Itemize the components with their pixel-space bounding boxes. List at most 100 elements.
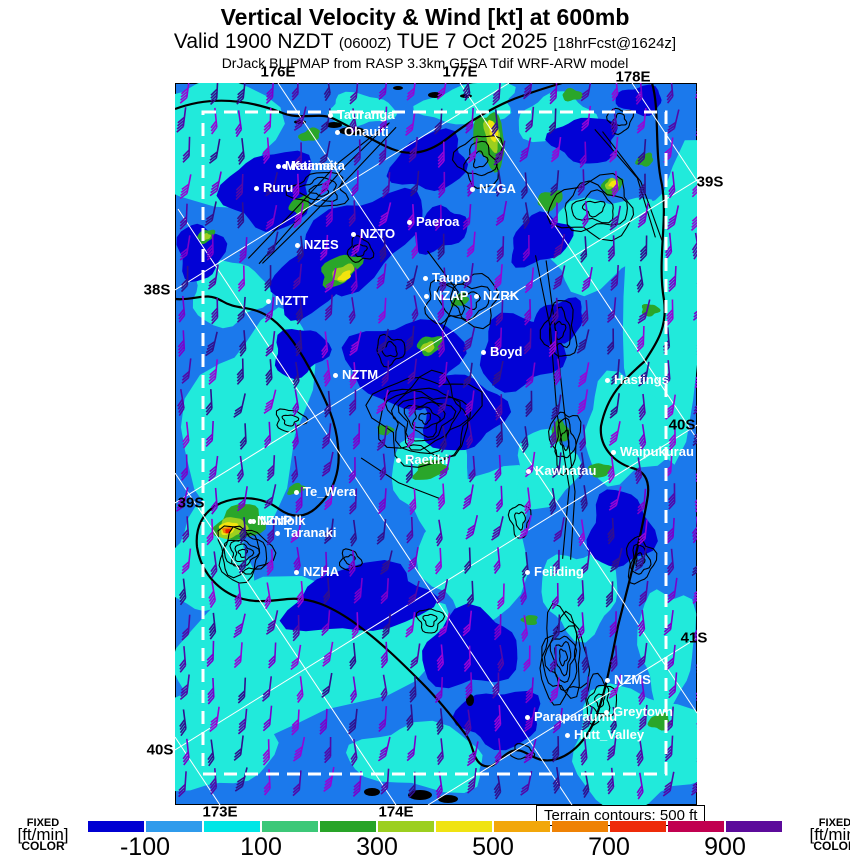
wind-barb xyxy=(522,83,534,100)
wind-barb xyxy=(351,612,359,639)
wind-barb xyxy=(439,425,447,453)
wind-barb xyxy=(607,517,615,545)
wind-barb xyxy=(637,139,647,165)
vv-field-blob xyxy=(520,615,538,625)
wind-barb xyxy=(637,202,649,229)
vv-field-blob xyxy=(584,370,671,487)
wind-barb xyxy=(634,546,648,572)
wind-barb xyxy=(208,359,219,385)
graticule-line xyxy=(277,83,697,714)
wind-barb xyxy=(207,739,215,767)
wind-barb xyxy=(665,394,677,420)
wind-barb xyxy=(205,389,213,416)
wind-barb xyxy=(178,771,187,798)
vv-field-blob xyxy=(588,463,613,478)
wind-barb xyxy=(695,455,697,483)
colorbar-segment xyxy=(668,821,724,832)
wind-barb xyxy=(176,107,187,133)
vv-field-blob xyxy=(225,529,232,534)
vv-field-blob xyxy=(615,84,662,117)
wind-barb xyxy=(580,83,593,102)
colorbar-tick: 100 xyxy=(240,833,282,860)
wind-barb xyxy=(179,646,187,673)
wind-barb xyxy=(265,83,275,104)
wind-barb xyxy=(610,108,618,136)
colorbar-segment xyxy=(204,821,260,832)
wind-barb xyxy=(208,138,221,164)
wind-barb xyxy=(182,421,190,449)
wind-barb xyxy=(692,420,697,447)
wind-barb xyxy=(320,331,329,359)
wind-barb xyxy=(381,360,390,387)
wind-barb xyxy=(325,200,333,228)
terrain-contour xyxy=(424,279,466,325)
wind-barb xyxy=(665,706,674,733)
wind-barb xyxy=(525,362,536,388)
wind-barb xyxy=(204,201,217,227)
wind-barb xyxy=(350,231,363,257)
wind-barb xyxy=(348,457,356,484)
terrain-contour xyxy=(543,625,578,692)
wind-barb xyxy=(348,550,356,577)
wind-barb xyxy=(238,547,247,574)
wind-barb xyxy=(467,768,477,794)
wind-barb xyxy=(581,646,589,674)
wind-barb xyxy=(296,580,304,608)
wind-barb xyxy=(380,674,388,702)
wind-barb xyxy=(351,170,359,197)
wind-barb xyxy=(497,644,505,672)
wind-barb xyxy=(263,107,272,134)
wind-barb xyxy=(266,231,279,257)
wind-barb xyxy=(576,329,590,354)
wind-barb xyxy=(295,486,303,514)
wind-barb xyxy=(609,547,623,573)
vv-field-blob xyxy=(175,693,279,792)
wind-barb xyxy=(211,297,219,325)
domain-boundary-layer xyxy=(201,110,668,776)
wind-barb xyxy=(492,83,502,106)
wind-barb xyxy=(377,297,387,324)
terrain-contour xyxy=(449,283,491,321)
units-color-label: COLOR xyxy=(21,839,65,853)
wind-barb xyxy=(234,583,242,611)
wind-barb xyxy=(493,547,501,574)
wind-barb xyxy=(466,231,476,258)
wind-barb xyxy=(239,423,247,450)
wind-barb xyxy=(263,421,272,449)
wind-barb xyxy=(668,171,676,199)
wind-barb xyxy=(525,677,534,704)
wind-barb xyxy=(550,136,562,163)
wind-barb xyxy=(639,235,648,262)
graticule-line xyxy=(427,637,697,805)
valid-time: Valid 1900 NZDT xyxy=(173,30,334,53)
terrain-contour xyxy=(539,300,578,357)
wind-barb xyxy=(638,393,646,421)
wind-barb xyxy=(290,518,303,544)
terrain-contour xyxy=(281,414,300,427)
wind-barb xyxy=(349,362,357,389)
wind-barb xyxy=(608,674,622,699)
vv-field-blob xyxy=(216,150,313,232)
wind-barb xyxy=(380,641,388,669)
wind-barb xyxy=(349,642,357,670)
wind-barb xyxy=(180,454,188,481)
wind-barb xyxy=(667,577,678,604)
wind-barb xyxy=(378,706,388,733)
wind-barb xyxy=(177,330,186,357)
wind-barb xyxy=(609,706,617,734)
wind-barb xyxy=(181,358,192,384)
wind-barb xyxy=(580,676,590,703)
wind-barb xyxy=(296,676,304,703)
wind-barb xyxy=(294,329,303,357)
wind-barb xyxy=(581,299,589,327)
wind-barb xyxy=(436,644,444,672)
wind-barb xyxy=(493,614,502,641)
colorbar-segment xyxy=(88,821,144,832)
island xyxy=(438,795,458,803)
wind-barb xyxy=(348,297,356,325)
wind-barb xyxy=(436,83,448,100)
colorbar-segment xyxy=(436,821,492,832)
wind-barb xyxy=(580,485,588,512)
wind-barb xyxy=(466,741,479,767)
vv-field-blob xyxy=(413,83,516,125)
